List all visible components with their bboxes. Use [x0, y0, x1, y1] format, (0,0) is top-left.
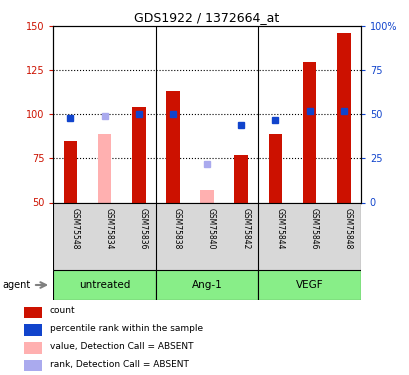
- Bar: [53, 270, 155, 300]
- Bar: [302, 62, 316, 202]
- Bar: [25, 342, 42, 354]
- Bar: [155, 270, 258, 300]
- Bar: [25, 324, 42, 336]
- Bar: [166, 92, 179, 202]
- Bar: [268, 134, 281, 202]
- Bar: [234, 155, 247, 203]
- Text: GSM75834: GSM75834: [104, 208, 113, 249]
- Text: GSM75842: GSM75842: [240, 208, 249, 249]
- Bar: [63, 141, 77, 202]
- Bar: [25, 360, 42, 371]
- Text: GSM75844: GSM75844: [275, 208, 284, 249]
- Text: rank, Detection Call = ABSENT: rank, Detection Call = ABSENT: [49, 360, 188, 369]
- Text: GSM75840: GSM75840: [207, 208, 216, 249]
- Text: GSM75838: GSM75838: [173, 208, 182, 249]
- Bar: [336, 33, 350, 203]
- Text: agent: agent: [2, 280, 30, 290]
- Bar: [258, 270, 360, 300]
- Text: count: count: [49, 306, 75, 315]
- Text: GSM75848: GSM75848: [343, 208, 352, 249]
- Text: Ang-1: Ang-1: [191, 280, 222, 290]
- Text: GSM75548: GSM75548: [70, 208, 79, 249]
- Bar: [97, 134, 111, 202]
- Title: GDS1922 / 1372664_at: GDS1922 / 1372664_at: [134, 11, 279, 24]
- Text: untreated: untreated: [79, 280, 130, 290]
- Bar: [25, 307, 42, 318]
- Bar: [200, 190, 213, 202]
- Text: GSM75836: GSM75836: [138, 208, 147, 249]
- Bar: [132, 107, 145, 202]
- Text: GSM75846: GSM75846: [309, 208, 318, 249]
- Text: VEGF: VEGF: [295, 280, 323, 290]
- Text: percentile rank within the sample: percentile rank within the sample: [49, 324, 202, 333]
- Text: value, Detection Call = ABSENT: value, Detection Call = ABSENT: [49, 342, 193, 351]
